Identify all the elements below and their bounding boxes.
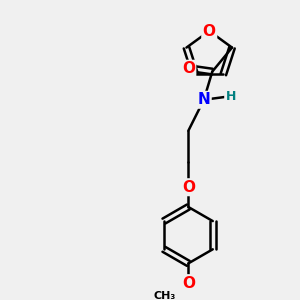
Text: O: O bbox=[182, 276, 195, 291]
Text: O: O bbox=[182, 180, 195, 195]
Text: O: O bbox=[182, 61, 195, 76]
Text: O: O bbox=[203, 23, 216, 38]
Text: CH₃: CH₃ bbox=[153, 291, 176, 300]
Text: H: H bbox=[226, 91, 236, 103]
Text: N: N bbox=[197, 92, 210, 107]
